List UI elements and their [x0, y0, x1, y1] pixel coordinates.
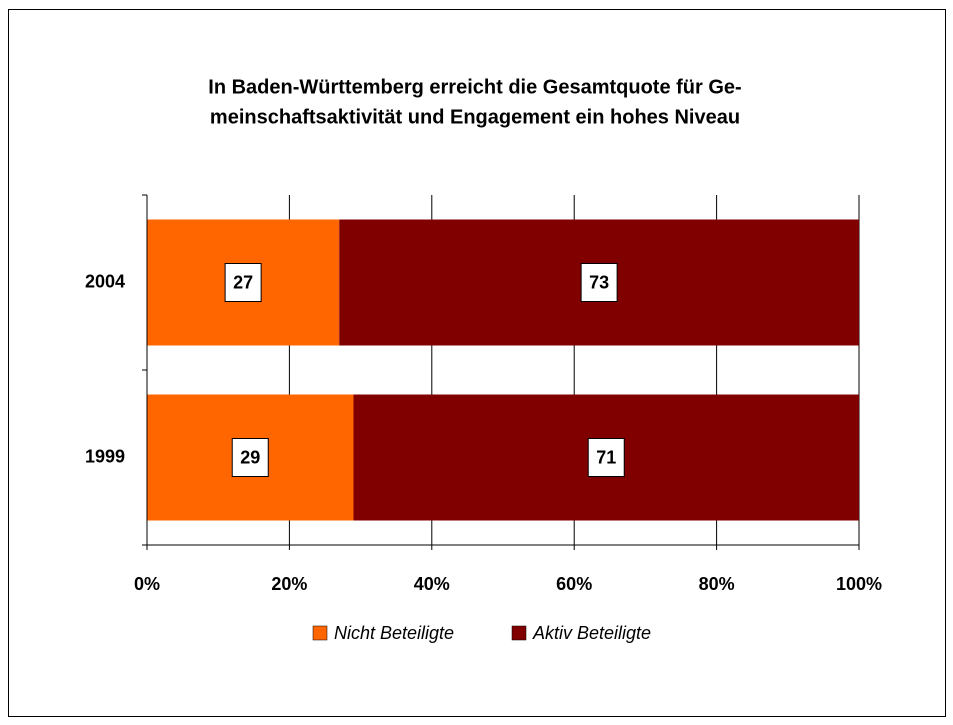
data-label: 71	[596, 447, 616, 467]
x-tick-label: 100%	[836, 574, 882, 594]
legend-swatch	[511, 625, 527, 641]
x-tick-label: 40%	[414, 574, 450, 594]
data-label-box	[224, 263, 262, 302]
y-tick-label: 2004	[85, 271, 125, 291]
data-label: 29	[240, 447, 260, 467]
data-label-box	[580, 263, 618, 302]
x-tick-label: 80%	[699, 574, 735, 594]
data-label: 27	[233, 272, 253, 292]
chart-title: In Baden-Württemberg erreicht die Gesamt…	[208, 76, 741, 98]
y-tick-label: 1999	[85, 446, 125, 466]
legend-label: Aktiv Beteiligte	[532, 623, 651, 643]
data-label-box	[587, 438, 625, 477]
chart-frame	[8, 9, 946, 717]
legend-swatch	[312, 625, 328, 641]
x-tick-label: 60%	[556, 574, 592, 594]
legend-label: Nicht Beteiligte	[334, 623, 454, 643]
chart-title: meinschaftsaktivität und Engagement ein …	[210, 106, 740, 128]
x-tick-label: 0%	[134, 574, 160, 594]
x-tick-label: 20%	[271, 574, 307, 594]
data-label: 73	[589, 272, 609, 292]
data-label-box	[231, 438, 269, 477]
